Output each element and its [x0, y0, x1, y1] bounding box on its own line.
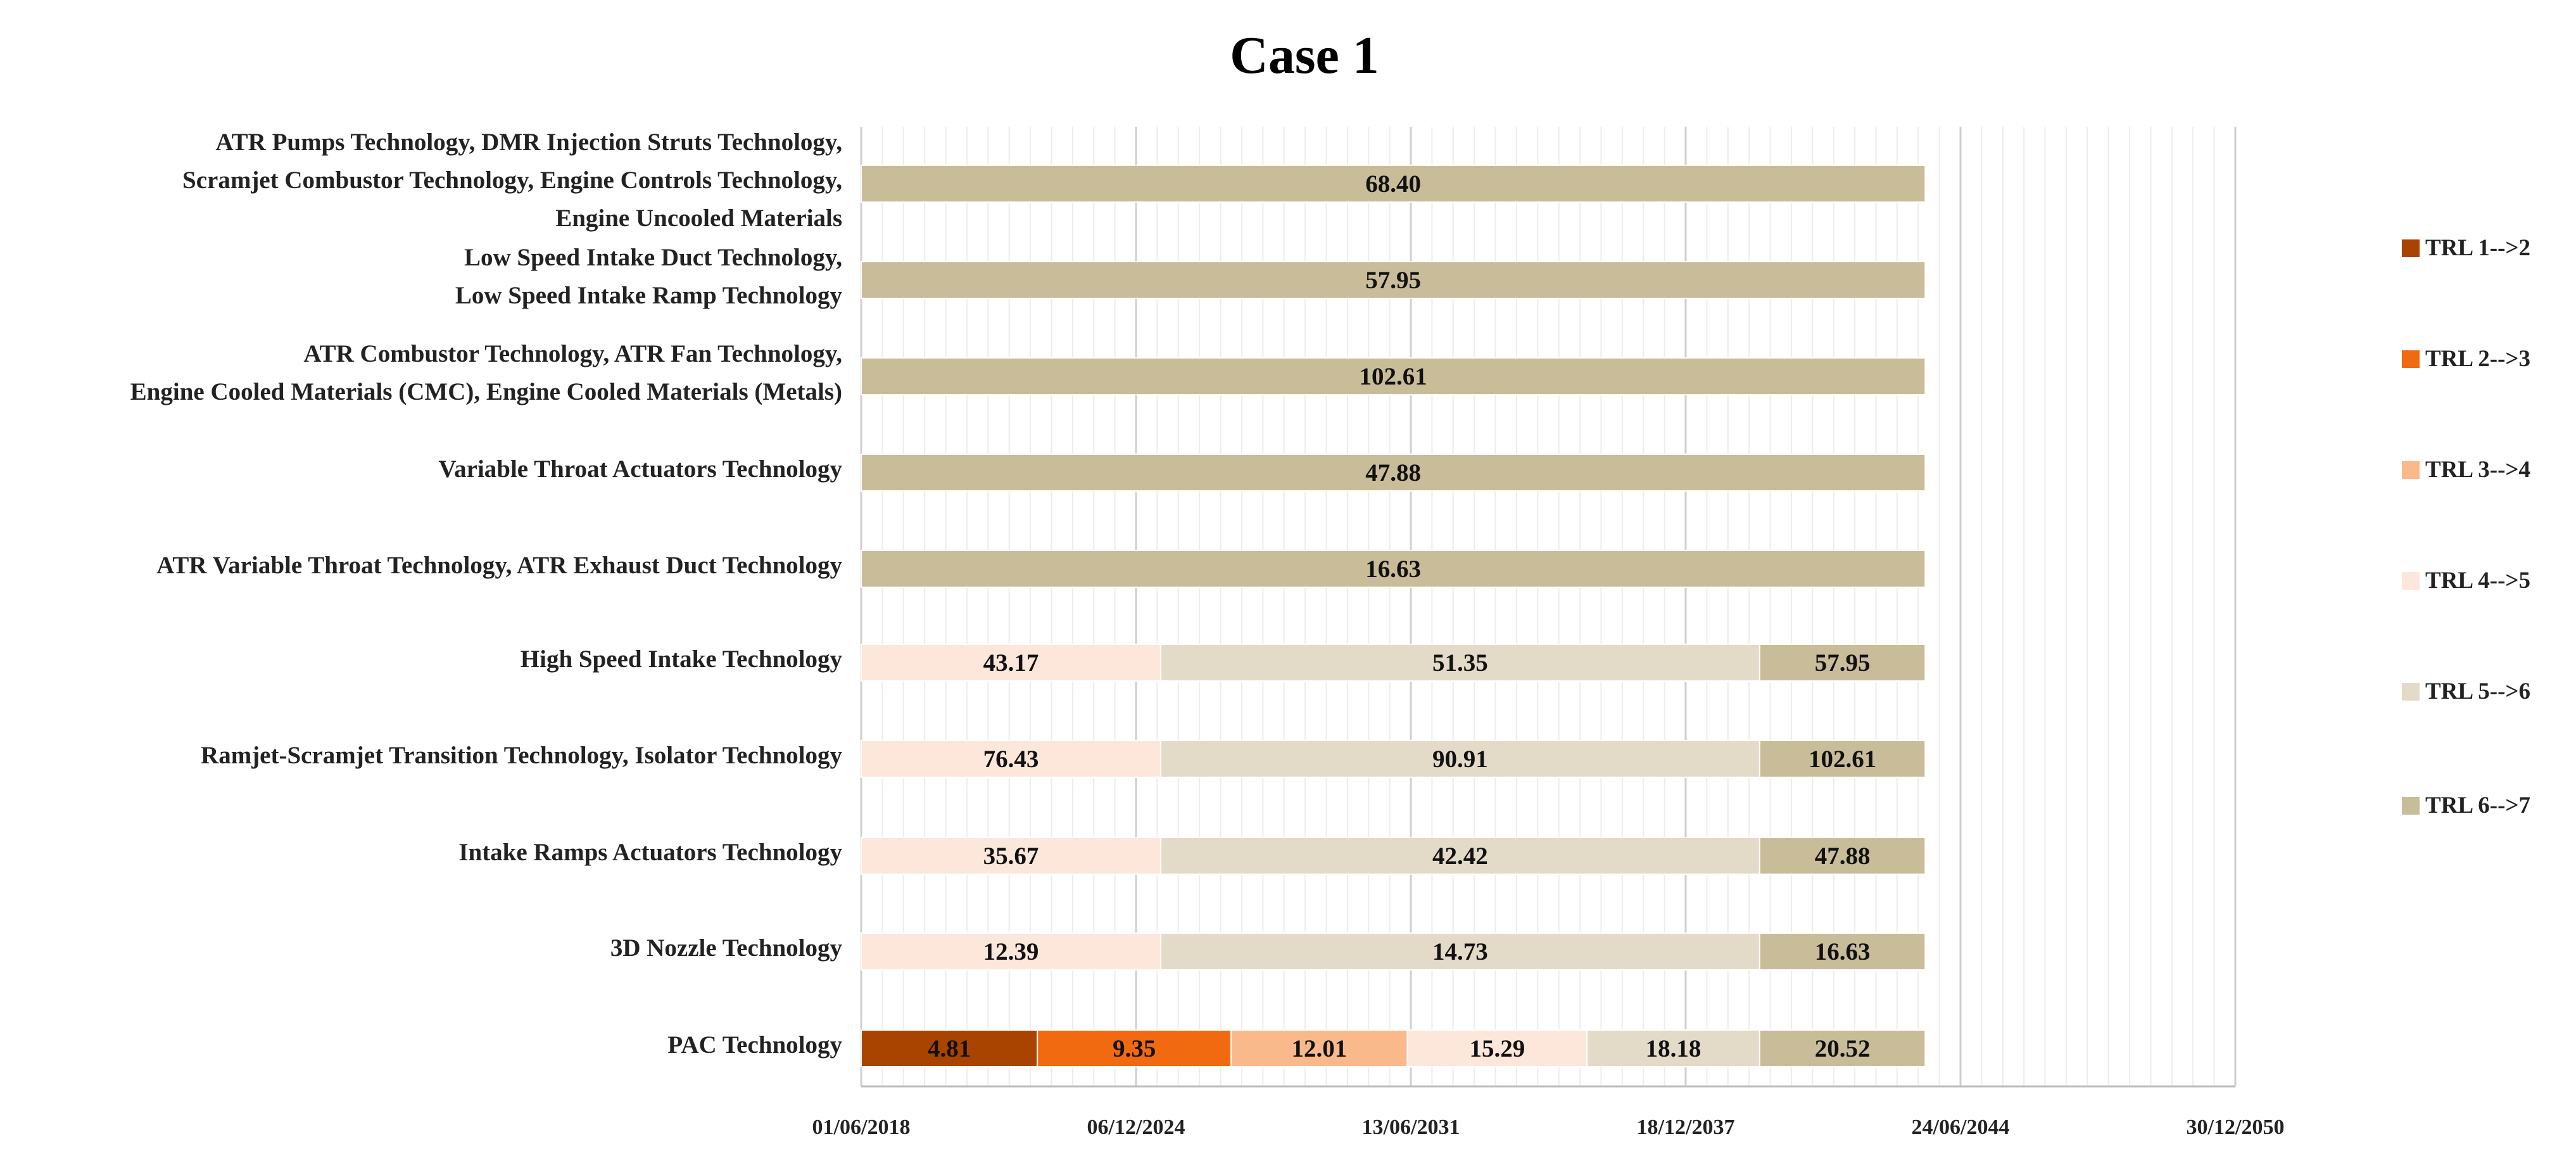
bar-segment [861, 357, 1926, 395]
legend-swatch [2402, 350, 2420, 368]
bar-segment [861, 644, 1161, 682]
category-labels: ATR Pumps Technology, DMR Injection Stru… [130, 129, 843, 1059]
bar-value-label: 14.73 [1432, 938, 1488, 965]
category-label: Low Speed Intake Duct Technology, [464, 244, 842, 271]
category-label: Engine Cooled Materials (CMC), Engine Co… [130, 378, 842, 405]
bar-segment [861, 837, 1161, 875]
bar-value-label: 12.39 [983, 938, 1039, 965]
legend-label: TRL 4-->5 [2425, 568, 2530, 594]
legend-swatch [2402, 461, 2420, 479]
x-tick-label: 01/06/2018 [812, 1116, 911, 1139]
legend-swatch [2402, 683, 2420, 701]
bar-value-label: 47.88 [1815, 843, 1871, 870]
x-tick-label: 24/06/2044 [1912, 1116, 2010, 1139]
category-label: ATR Variable Throat Technology, ATR Exha… [156, 552, 842, 579]
bar-value-label: 12.01 [1291, 1035, 1347, 1062]
bar-segment [861, 261, 1926, 299]
bar-value-label: 102.61 [1360, 363, 1427, 390]
chart-title: Case 1 [1230, 26, 1379, 85]
category-label: Low Speed Intake Ramp Technology [455, 282, 843, 309]
legend-label: TRL 2-->3 [2425, 346, 2530, 372]
x-axis-ticks: 01/06/2018 06/12/2024 13/06/2031 18/12/2037… [812, 1116, 2285, 1139]
bar-value-label: 57.95 [1365, 267, 1421, 294]
bar-segment [861, 165, 1926, 203]
bar-value-label: 76.43 [983, 746, 1039, 773]
bar-segment [861, 1029, 1039, 1067]
bar-value-label: 4.81 [928, 1035, 971, 1062]
bar-segment [861, 550, 1926, 588]
bar-value-label: 68.40 [1365, 170, 1421, 198]
category-label: 3D Nozzle Technology [610, 934, 843, 962]
legend-label: TRL 6-->7 [2425, 792, 2530, 818]
bar-value-label: 20.52 [1815, 1035, 1871, 1062]
x-tick-label: 06/12/2024 [1087, 1116, 1185, 1139]
legend-swatch [2402, 239, 2420, 257]
category-label: Scramjet Combustor Technology, Engine Co… [182, 167, 842, 194]
bar-segment [861, 932, 1161, 970]
bars: 68.40 57.95 102.61 47.88 16.63 43.17 51.35 57.9… [861, 165, 1926, 1067]
bar-segment [1758, 1029, 1926, 1067]
category-label: Variable Throat Actuators Technology [439, 455, 843, 483]
bar-value-label: 43.17 [983, 649, 1039, 677]
legend: TRL 1-->2 TRL 2-->3 TRL 3-->4 TRL 4-->5 TRL … [2402, 235, 2530, 818]
category-label: PAC Technology [667, 1031, 842, 1059]
bar-value-label: 16.63 [1365, 556, 1421, 583]
legend-swatch [2402, 572, 2420, 590]
bar-segment [1758, 644, 1926, 682]
bar-value-label: 51.35 [1432, 649, 1488, 677]
bar-value-label: 9.35 [1113, 1035, 1156, 1062]
legend-label: TRL 3-->4 [2425, 457, 2530, 483]
bar-value-label: 16.63 [1815, 938, 1871, 965]
x-tick-label: 30/12/2050 [2187, 1116, 2285, 1139]
bar-value-label: 90.91 [1432, 746, 1488, 773]
bar-value-label: 57.95 [1815, 649, 1871, 677]
category-label: Ramjet-Scramjet Transition Technology, I… [201, 742, 842, 769]
category-label: ATR Combustor Technology, ATR Fan Techno… [303, 340, 842, 367]
bar-segment [861, 454, 1926, 492]
legend-swatch [2402, 797, 2420, 815]
bar-value-label: 15.29 [1469, 1035, 1525, 1062]
bar-value-label: 42.42 [1432, 843, 1488, 870]
legend-label: TRL 5-->6 [2425, 678, 2530, 704]
bar-value-label: 102.61 [1809, 746, 1876, 773]
bar-segment [1159, 932, 1760, 970]
bar-value-label: 47.88 [1365, 459, 1421, 487]
bar-segment [861, 740, 1161, 778]
bar-segment [1159, 644, 1760, 682]
bar-segment [1758, 740, 1926, 778]
x-tick-label: 13/06/2031 [1362, 1116, 1460, 1139]
bar-segment [1758, 837, 1926, 875]
bar-segment [1758, 932, 1926, 970]
legend-label: TRL 1-->2 [2425, 235, 2530, 261]
bar-segment [1230, 1029, 1408, 1067]
bar-segment [1406, 1029, 1588, 1067]
category-label: High Speed Intake Technology [521, 646, 843, 673]
bar-value-label: 18.18 [1646, 1035, 1702, 1062]
category-label: Engine Uncooled Materials [555, 205, 842, 232]
x-tick-label: 18/12/2037 [1637, 1116, 1735, 1139]
bar-value-label: 35.67 [983, 843, 1039, 870]
category-label: ATR Pumps Technology, DMR Injection Stru… [215, 129, 842, 156]
category-label: Intake Ramps Actuators Technology [458, 839, 842, 866]
